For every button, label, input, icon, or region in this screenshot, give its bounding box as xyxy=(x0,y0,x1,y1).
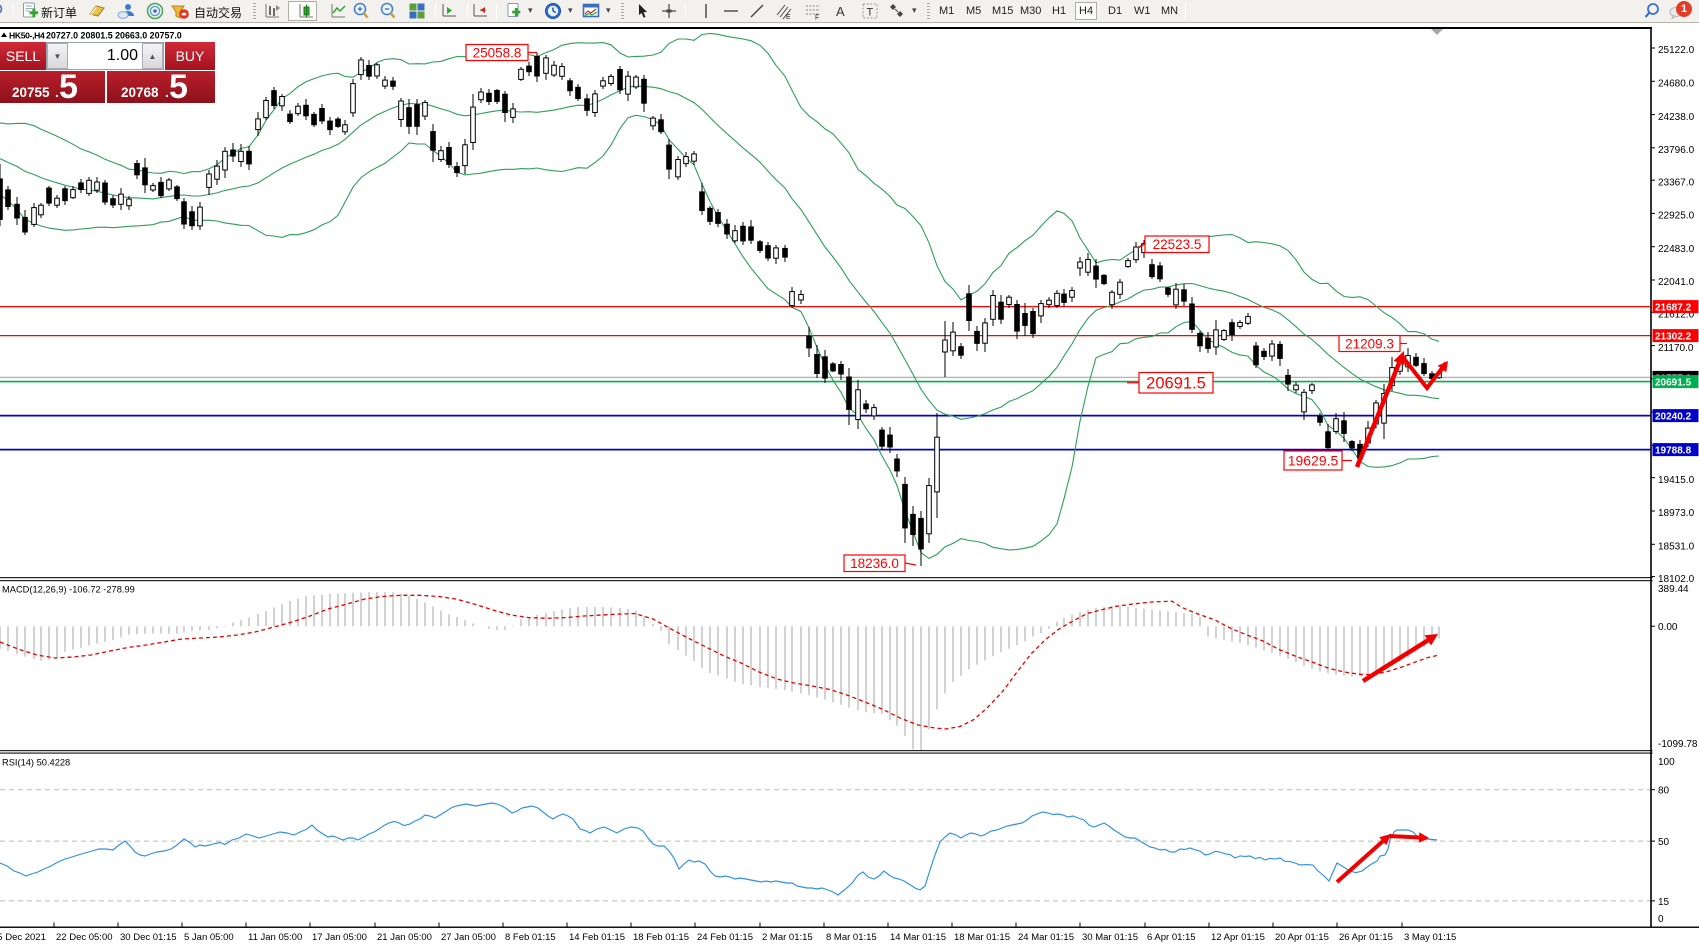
svg-text:21209.3: 21209.3 xyxy=(1345,336,1394,351)
svg-text:23796.0: 23796.0 xyxy=(1658,145,1695,156)
svg-text:26 Apr 01:15: 26 Apr 01:15 xyxy=(1339,932,1393,943)
svg-text:-1099.78: -1099.78 xyxy=(1658,739,1698,750)
svg-text:20240.2: 20240.2 xyxy=(1655,412,1692,423)
svg-text:15 Dec 2021: 15 Dec 2021 xyxy=(0,932,46,943)
svg-text:21302.2: 21302.2 xyxy=(1655,332,1692,343)
svg-text:25122.0: 25122.0 xyxy=(1658,45,1695,56)
svg-text:12 Apr 01:15: 12 Apr 01:15 xyxy=(1211,932,1265,943)
svg-text:6 Apr 01:15: 6 Apr 01:15 xyxy=(1147,932,1196,943)
svg-text:22 Dec 05:00: 22 Dec 05:00 xyxy=(56,932,113,943)
svg-text:MACD(12,26,9) -106.72 -278.99: MACD(12,26,9) -106.72 -278.99 xyxy=(2,585,135,595)
svg-text:389.44: 389.44 xyxy=(1658,584,1689,595)
svg-text:21612.0: 21612.0 xyxy=(1658,310,1695,321)
svg-text:20691.5: 20691.5 xyxy=(1146,375,1206,393)
svg-text:80: 80 xyxy=(1658,786,1670,797)
svg-text:19629.5: 19629.5 xyxy=(1288,453,1339,469)
svg-text:21 Jan 05:00: 21 Jan 05:00 xyxy=(377,932,432,943)
svg-text:23367.0: 23367.0 xyxy=(1658,177,1695,188)
svg-text:25058.8: 25058.8 xyxy=(473,45,522,60)
svg-text:2 Mar 01:15: 2 Mar 01:15 xyxy=(762,932,813,943)
svg-text:18973.0: 18973.0 xyxy=(1658,508,1695,519)
svg-text:21687.2: 21687.2 xyxy=(1655,303,1692,314)
svg-text:14 Mar 01:15: 14 Mar 01:15 xyxy=(890,932,946,943)
svg-text:18531.0: 18531.0 xyxy=(1658,542,1695,553)
svg-text:E: E xyxy=(786,14,791,20)
svg-text:19788.8: 19788.8 xyxy=(1655,446,1692,457)
svg-text:20 Apr 01:15: 20 Apr 01:15 xyxy=(1275,932,1329,943)
svg-text:21170.0: 21170.0 xyxy=(1658,343,1694,354)
svg-text:24680.0: 24680.0 xyxy=(1658,79,1695,90)
svg-text:F: F xyxy=(815,15,819,21)
svg-text:22041.0: 22041.0 xyxy=(1658,277,1695,288)
svg-text:18 Mar 01:15: 18 Mar 01:15 xyxy=(954,932,1010,943)
svg-text:19415.0: 19415.0 xyxy=(1658,475,1695,486)
svg-text:T: T xyxy=(867,7,874,19)
svg-text:14 Feb 01:15: 14 Feb 01:15 xyxy=(569,932,625,943)
svg-text:30 Mar 01:15: 30 Mar 01:15 xyxy=(1082,932,1138,943)
svg-text:5 Jan 05:00: 5 Jan 05:00 xyxy=(184,932,234,943)
svg-text:22925.0: 22925.0 xyxy=(1658,211,1695,222)
svg-text:27 Jan 05:00: 27 Jan 05:00 xyxy=(441,932,496,943)
svg-text:18102.0: 18102.0 xyxy=(1658,574,1695,585)
svg-text:22483.0: 22483.0 xyxy=(1658,244,1695,255)
svg-text:8 Feb 01:15: 8 Feb 01:15 xyxy=(505,932,556,943)
svg-text:22523.5: 22523.5 xyxy=(1153,237,1202,252)
svg-text:24 Mar 01:15: 24 Mar 01:15 xyxy=(1018,932,1074,943)
svg-text:24238.0: 24238.0 xyxy=(1658,112,1695,123)
svg-text:17 Jan 05:00: 17 Jan 05:00 xyxy=(312,932,367,943)
svg-text:11 Jan 05:00: 11 Jan 05:00 xyxy=(248,932,302,943)
svg-text:30 Dec 01:15: 30 Dec 01:15 xyxy=(120,932,177,943)
svg-text:50: 50 xyxy=(1658,837,1670,848)
svg-text:3 May 01:15: 3 May 01:15 xyxy=(1404,932,1456,943)
svg-text:HK50-,H4: HK50-,H4 xyxy=(9,31,45,41)
svg-text:0: 0 xyxy=(1658,914,1664,925)
svg-text:RSI(14) 50.4228: RSI(14) 50.4228 xyxy=(2,758,70,768)
svg-text:18236.0: 18236.0 xyxy=(850,556,899,571)
svg-text:18 Feb 01:15: 18 Feb 01:15 xyxy=(633,932,689,943)
svg-text:20727.0 20801.5 20663.0 20757.: 20727.0 20801.5 20663.0 20757.0 xyxy=(46,31,182,41)
svg-text:24 Feb 01:15: 24 Feb 01:15 xyxy=(697,932,753,943)
svg-text:20691.5: 20691.5 xyxy=(1655,378,1692,389)
svg-text:8 Mar 01:15: 8 Mar 01:15 xyxy=(826,932,877,943)
svg-text:100: 100 xyxy=(1658,757,1675,768)
svg-text:15: 15 xyxy=(1658,897,1670,908)
svg-text:0.00: 0.00 xyxy=(1658,622,1678,633)
